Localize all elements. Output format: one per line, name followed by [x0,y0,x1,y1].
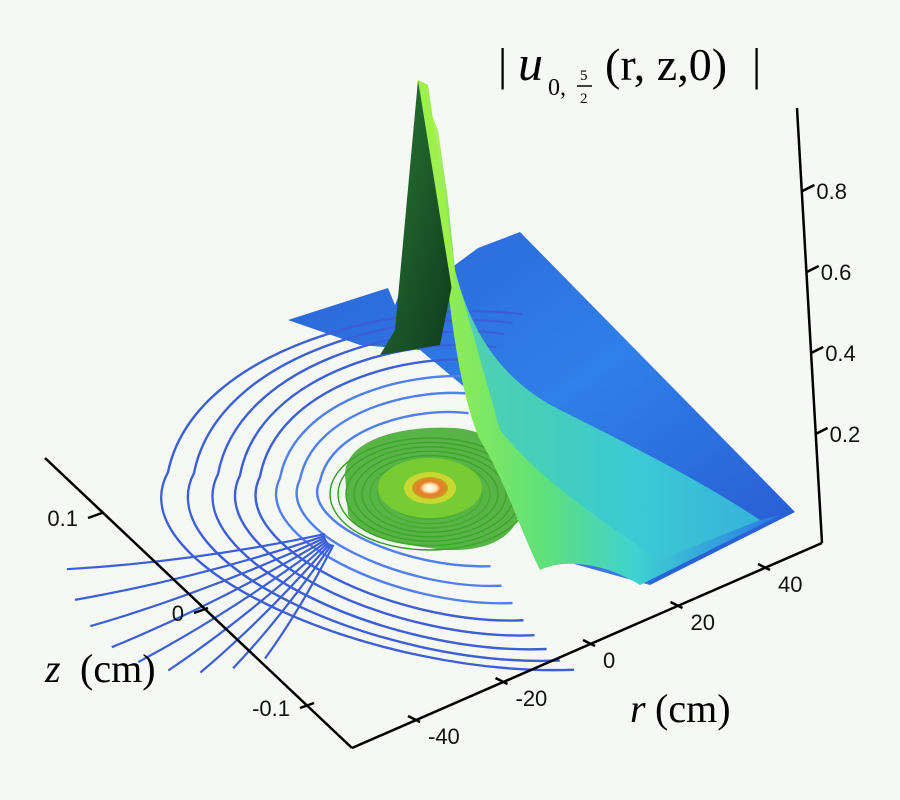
title-subscript: 0, [548,75,566,101]
title-bar-right: | [752,39,761,90]
contour-line [254,358,524,622]
r-axis-unit: (cm) [655,686,731,731]
r-tick-mark [669,600,684,610]
r-tick-mark [582,638,596,648]
r-tick-label: -20 [516,686,548,711]
contour-line [186,319,560,663]
contour-line [275,374,513,605]
amplitude-tick-mark [801,183,815,193]
r-tick-label: 20 [691,610,715,635]
amplitude-axis-line [795,107,824,544]
title-args: (r, z,0) [605,39,727,90]
flux-line [74,534,326,601]
amplitude-tick-label: 0.2 [830,422,861,447]
r-axis-line [351,541,823,750]
amplitude-tick-label: 0.4 [825,341,856,366]
amplitude-tick-mark [806,264,820,274]
flux-line [111,538,327,649]
flux-line [66,532,326,571]
flux-line [232,543,333,670]
title-fraction-numerator: 5 [580,68,588,84]
contour-core-region [345,427,521,551]
contour-line [160,310,575,672]
field-maximum-marker [412,477,448,499]
surface-ridge [418,88,780,585]
axis-ticks: -40 -20 0 20 40 -0.1 0 0.1 0.2 0.4 0.6 0.8 [47,179,860,749]
z-tick-label: 0.1 [47,506,78,531]
r-tick-mark [407,714,421,724]
r-tick-label: 0 [603,648,615,673]
z-axis-unit: (cm) [80,646,156,691]
flux-line [167,541,330,672]
contour-line [316,410,491,568]
z-axis-title: z (cm) [44,646,156,691]
title-bar-left: | [498,39,507,90]
z-tick-mark [299,701,315,710]
r-tick-mark [494,676,509,686]
z-axis-symbol: z [44,646,61,691]
axes [44,107,824,750]
flux-line [264,544,335,660]
surface-peak [380,80,455,355]
z-tick-label: -0.1 [252,696,290,721]
amplitude-tick-mark [815,426,829,436]
r-axis-symbol: r [630,686,646,731]
flux-line [89,536,326,628]
title-symbol: u [518,35,543,91]
z-tick-label: 0 [172,601,184,626]
amplitude-tick-mark [810,345,824,355]
z-tick-mark [87,511,103,520]
z-axis-line [44,457,353,749]
r-axis-title: r (cm) [630,686,731,731]
z-tick-mark [193,606,209,615]
flux-line [199,542,331,674]
r-tick-label: -40 [428,724,460,749]
r-tick-label: 40 [778,572,802,597]
contour-line [295,391,502,588]
amplitude-tick-label: 0.8 [816,179,847,204]
title-fraction-denominator: 2 [580,91,588,107]
amplitude-tick-label: 0.6 [821,260,852,285]
flux-line [137,540,328,664]
r-tick-mark [757,562,771,572]
plot-title: | u 0, 5 2 (r, z,0) | [498,35,761,107]
